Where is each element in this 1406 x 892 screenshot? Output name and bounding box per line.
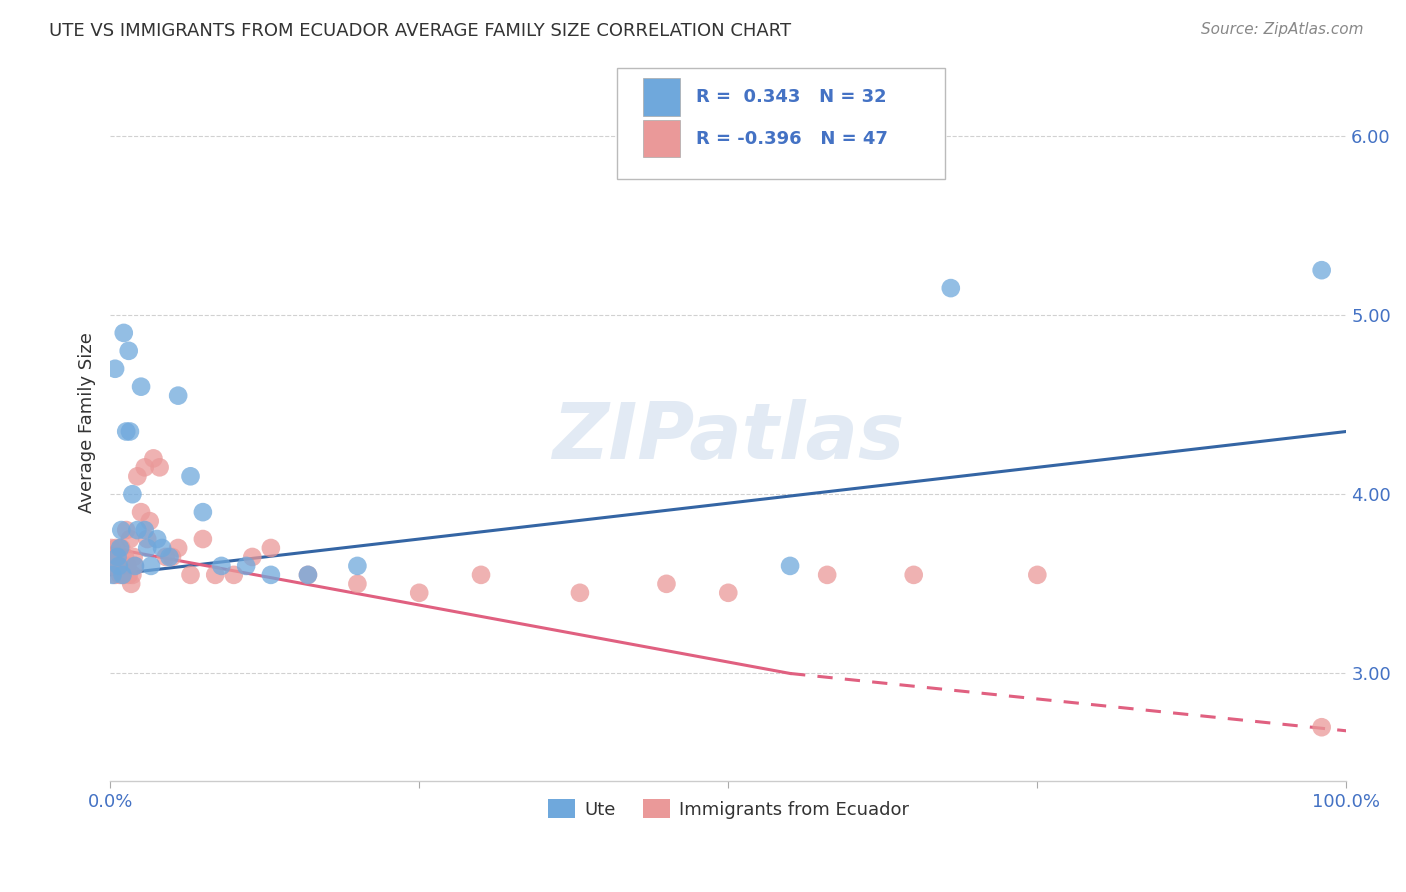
Point <box>115 523 138 537</box>
Point <box>408 586 430 600</box>
FancyBboxPatch shape <box>643 120 681 157</box>
Text: UTE VS IMMIGRANTS FROM ECUADOR AVERAGE FAMILY SIZE CORRELATION CHART: UTE VS IMMIGRANTS FROM ECUADOR AVERAGE F… <box>49 22 792 40</box>
Point <box>114 549 136 564</box>
Point <box>240 549 263 564</box>
Point <box>160 549 183 564</box>
Point <box>118 343 141 358</box>
Point <box>139 558 162 573</box>
Point <box>260 567 283 582</box>
Point <box>111 567 134 582</box>
Point <box>939 281 962 295</box>
Point <box>346 558 368 573</box>
Point <box>1026 567 1049 582</box>
Point <box>112 567 135 582</box>
Point <box>155 549 177 564</box>
Y-axis label: Average Family Size: Average Family Size <box>79 332 96 513</box>
Point <box>127 523 149 537</box>
Text: ZIPatlas: ZIPatlas <box>553 399 904 475</box>
Point <box>129 379 152 393</box>
Point <box>779 558 801 573</box>
Point <box>108 558 131 573</box>
Point <box>138 514 160 528</box>
Point <box>180 567 202 582</box>
Point <box>118 532 141 546</box>
Point <box>121 567 143 582</box>
Point <box>222 567 245 582</box>
Point <box>124 558 146 573</box>
Point <box>110 541 132 555</box>
Point <box>167 541 190 555</box>
FancyBboxPatch shape <box>643 78 681 116</box>
Point <box>150 541 173 555</box>
Point <box>120 577 142 591</box>
Point <box>146 532 169 546</box>
FancyBboxPatch shape <box>617 68 945 178</box>
Point <box>134 523 156 537</box>
Point <box>204 567 226 582</box>
Point <box>115 425 138 439</box>
Point <box>108 541 131 555</box>
Point <box>655 577 678 591</box>
Point <box>470 567 492 582</box>
Point <box>142 451 165 466</box>
Point <box>118 425 141 439</box>
Point <box>134 460 156 475</box>
Point <box>235 558 257 573</box>
Point <box>124 558 146 573</box>
Point <box>101 558 124 573</box>
Point <box>297 567 319 582</box>
Point <box>104 361 127 376</box>
Point <box>1310 720 1333 734</box>
Point <box>107 549 129 564</box>
Point <box>107 549 129 564</box>
Point <box>118 567 141 582</box>
Point <box>122 549 145 564</box>
Point <box>568 586 591 600</box>
Point <box>100 541 122 555</box>
Point <box>103 549 125 564</box>
Point <box>105 541 128 555</box>
Point <box>108 567 131 582</box>
Point <box>815 567 838 582</box>
Point <box>111 558 134 573</box>
Point <box>346 577 368 591</box>
Point <box>127 469 149 483</box>
Point <box>108 558 131 573</box>
Point <box>1310 263 1333 277</box>
Point <box>129 505 152 519</box>
Point <box>180 469 202 483</box>
Point <box>167 389 190 403</box>
Point <box>159 549 181 564</box>
Point <box>149 460 172 475</box>
Point <box>110 523 132 537</box>
Point <box>136 541 159 555</box>
Point <box>121 487 143 501</box>
Point <box>136 532 159 546</box>
Point <box>117 558 139 573</box>
Point <box>112 326 135 340</box>
Text: R =  0.343   N = 32: R = 0.343 N = 32 <box>696 88 887 106</box>
Text: Source: ZipAtlas.com: Source: ZipAtlas.com <box>1201 22 1364 37</box>
Point <box>191 505 214 519</box>
Point <box>297 567 319 582</box>
Legend: Ute, Immigrants from Ecuador: Ute, Immigrants from Ecuador <box>541 792 915 826</box>
Point <box>260 541 283 555</box>
Point <box>104 567 127 582</box>
Point <box>209 558 232 573</box>
Point <box>717 586 740 600</box>
Point <box>191 532 214 546</box>
Text: R = -0.396   N = 47: R = -0.396 N = 47 <box>696 129 889 147</box>
Point <box>903 567 925 582</box>
Point <box>101 567 124 582</box>
